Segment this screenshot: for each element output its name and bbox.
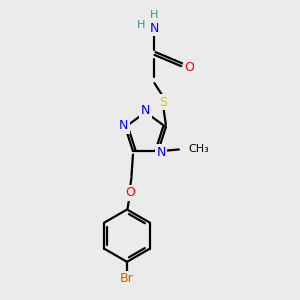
Text: O: O xyxy=(125,186,135,199)
Text: N: N xyxy=(119,119,128,132)
Text: CH₃: CH₃ xyxy=(189,145,209,154)
Text: Br: Br xyxy=(120,272,134,285)
Text: N: N xyxy=(156,146,166,159)
Text: N: N xyxy=(150,22,159,34)
Text: O: O xyxy=(184,61,194,74)
Text: H: H xyxy=(150,10,159,20)
Text: S: S xyxy=(159,96,167,109)
Text: N: N xyxy=(141,104,150,117)
Text: H: H xyxy=(137,20,145,30)
